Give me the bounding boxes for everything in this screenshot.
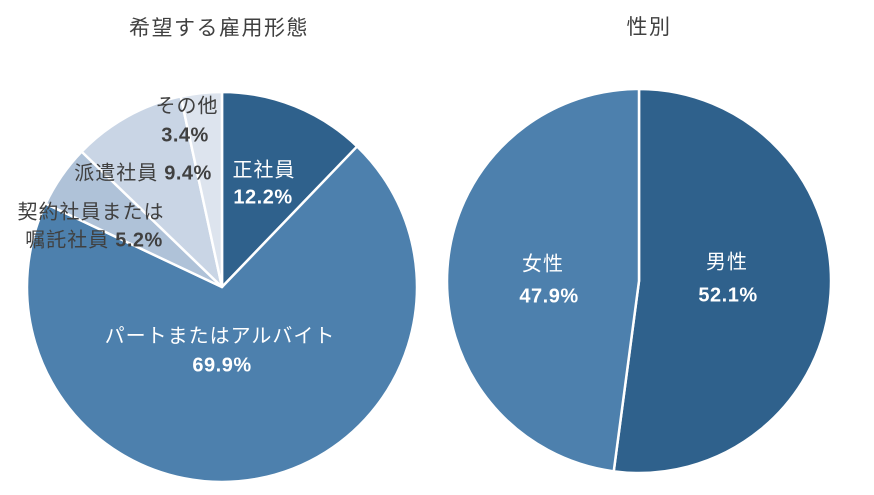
label-keiyaku-name: 嘱託社員 <box>25 229 110 252</box>
label-keiyaku-value: 5.2% <box>115 229 163 252</box>
label-haken-value: 9.4% <box>164 162 212 185</box>
pie-slice-0 <box>612 87 833 475</box>
label-sonota-name: その他 <box>155 95 219 118</box>
label-female-name: 女性 <box>522 253 564 276</box>
label-haken-name: 派遣社員 <box>74 162 159 185</box>
pie-slice-3 <box>80 95 224 289</box>
label-male-value: 52.1% <box>698 284 758 307</box>
label-part-name: パートまたはアルバイト <box>104 325 336 348</box>
pie-slice-4 <box>179 90 224 289</box>
gender-chart-title: 性別 <box>626 16 672 39</box>
pie-slice-0 <box>220 90 359 289</box>
label-seishain-name: 正社員 <box>232 159 296 182</box>
label-seishain-value: 12.2% <box>233 186 293 209</box>
label-sonota-value: 3.4% <box>161 124 209 147</box>
pie-gender <box>445 87 833 475</box>
label-female-value: 47.9% <box>519 285 579 308</box>
label-male-name: 男性 <box>706 251 748 274</box>
pie-slice-1 <box>445 87 641 473</box>
label-keiyaku-line1: 契約社員または <box>17 201 165 224</box>
label-haken: 派遣社員 9.4% <box>74 157 212 186</box>
label-keiyaku-line2: 嘱託社員 5.2% <box>25 224 163 253</box>
label-part-value: 69.9% <box>192 354 252 377</box>
employment-chart-title: 希望する雇用形態 <box>129 17 309 40</box>
pie-slice-1 <box>25 145 419 484</box>
pie-employment <box>25 90 419 484</box>
